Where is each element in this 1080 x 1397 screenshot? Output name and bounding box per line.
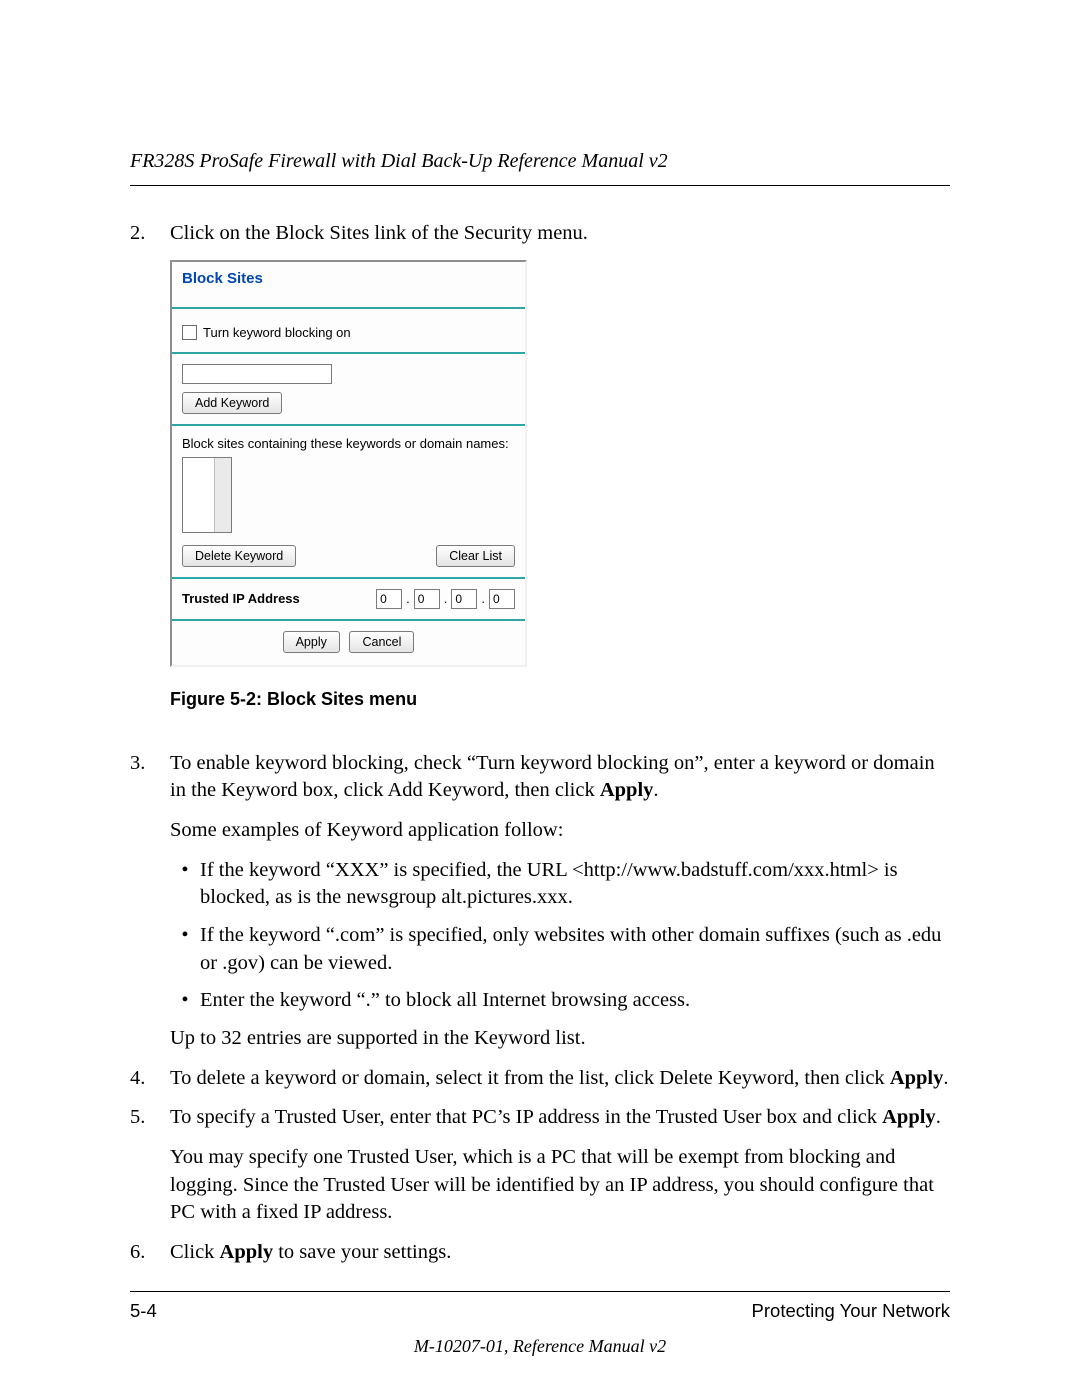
turn-blocking-label: Turn keyword blocking on <box>203 325 351 340</box>
step-2: 2. Click on the Block Sites link of the … <box>130 220 950 248</box>
step-4: 4. To delete a keyword or domain, select… <box>130 1065 950 1093</box>
turn-blocking-row: Turn keyword blocking on <box>182 319 515 342</box>
step-6-text: Click Apply to save your settings. <box>170 1239 950 1267</box>
bullet-3: • Enter the keyword “.” to block all Int… <box>170 987 950 1015</box>
block-sites-figure: Block Sites Turn keyword blocking on Add… <box>170 260 527 667</box>
bullet-2: • If the keyword “.com” is specified, on… <box>170 922 950 977</box>
footer-line: 5-4 Protecting Your Network <box>130 1300 950 1322</box>
step-2-number: 2. <box>130 220 170 248</box>
step-4-apply-bold: Apply <box>890 1067 944 1089</box>
delete-keyword-button[interactable]: Delete Keyword <box>182 545 296 567</box>
ip-dot: . <box>479 591 487 606</box>
bullet-dot: • <box>170 987 200 1015</box>
page: FR328S ProSafe Firewall with Dial Back-U… <box>0 0 1080 1397</box>
cancel-button[interactable]: Cancel <box>349 631 414 653</box>
add-keyword-button[interactable]: Add Keyword <box>182 392 282 414</box>
trusted-ip-label: Trusted IP Address <box>182 591 300 606</box>
bullet-2-text: If the keyword “.com” is specified, only… <box>200 922 950 977</box>
step-4-text: To delete a keyword or domain, select it… <box>170 1065 950 1093</box>
step-3-p3: Up to 32 entries are supported in the Ke… <box>170 1025 950 1053</box>
turn-blocking-checkbox[interactable] <box>182 325 197 340</box>
step-5-number: 5. <box>130 1104 170 1227</box>
apply-cancel-row: Apply Cancel <box>172 621 525 665</box>
step-3-p2: Some examples of Keyword application fol… <box>170 817 950 845</box>
step-3-number: 3. <box>130 750 170 1053</box>
running-header: FR328S ProSafe Firewall with Dial Back-U… <box>130 150 950 186</box>
step-3-p1a: To enable keyword blocking, check “Turn … <box>170 752 935 802</box>
clear-list-button[interactable]: Clear List <box>436 545 515 567</box>
ip-octet-3[interactable]: 0 <box>451 589 477 609</box>
bullet-dot: • <box>170 922 200 977</box>
footer-rule <box>130 1291 950 1292</box>
ip-octet-2[interactable]: 0 <box>414 589 440 609</box>
step-3-apply-bold: Apply <box>600 779 654 801</box>
step-3-bullets: • If the keyword “XXX” is specified, the… <box>170 857 950 1015</box>
ip-dot: . <box>442 591 450 606</box>
step-4-c: . <box>943 1067 948 1089</box>
ip-octet-4[interactable]: 0 <box>489 589 515 609</box>
bullet-3-text: Enter the keyword “.” to block all Inter… <box>200 987 950 1015</box>
panel-title: Block Sites <box>172 262 525 307</box>
ip-octet-1[interactable]: 0 <box>376 589 402 609</box>
keyword-listbox[interactable] <box>182 457 232 533</box>
bullet-1-text: If the keyword “XXX” is specified, the U… <box>200 857 950 912</box>
step-6-apply-bold: Apply <box>220 1241 274 1263</box>
page-number: 5-4 <box>130 1300 157 1322</box>
keyword-list-label: Block sites containing these keywords or… <box>182 436 515 451</box>
listbox-scrollbar[interactable] <box>214 458 231 532</box>
trusted-ip-row: Trusted IP Address 0 . 0 . 0 . 0 <box>172 579 525 619</box>
ip-dot: . <box>404 591 412 606</box>
step-6: 6. Click Apply to save your settings. <box>130 1239 950 1267</box>
step-5-p2: You may specify one Trusted User, which … <box>170 1144 950 1227</box>
step-4-a: To delete a keyword or domain, select it… <box>170 1067 890 1089</box>
step-4-number: 4. <box>130 1065 170 1093</box>
trusted-ip-input-group: 0 . 0 . 0 . 0 <box>376 589 515 609</box>
step-5: 5. To specify a Trusted User, enter that… <box>130 1104 950 1227</box>
step-3: 3. To enable keyword blocking, check “Tu… <box>130 750 950 1053</box>
step-6-a: Click <box>170 1241 220 1263</box>
footer-doc-id: M-10207-01, Reference Manual v2 <box>130 1336 950 1357</box>
step-5-p1: To specify a Trusted User, enter that PC… <box>170 1104 950 1132</box>
step-5-apply-bold: Apply <box>882 1106 936 1128</box>
bullet-dot: • <box>170 857 200 912</box>
step-5-a: To specify a Trusted User, enter that PC… <box>170 1106 882 1128</box>
footer-section: Protecting Your Network <box>752 1300 950 1322</box>
bullet-1: • If the keyword “XXX” is specified, the… <box>170 857 950 912</box>
step-2-text: Click on the Block Sites link of the Sec… <box>170 220 950 248</box>
apply-button[interactable]: Apply <box>283 631 340 653</box>
keyword-input[interactable] <box>182 364 332 384</box>
step-6-c: to save your settings. <box>273 1241 451 1263</box>
step-3-p1: To enable keyword blocking, check “Turn … <box>170 750 950 805</box>
step-6-number: 6. <box>130 1239 170 1267</box>
step-5-c: . <box>936 1106 941 1128</box>
figure-caption: Figure 5-2: Block Sites menu <box>170 689 950 710</box>
step-3-p1c: . <box>653 779 658 801</box>
